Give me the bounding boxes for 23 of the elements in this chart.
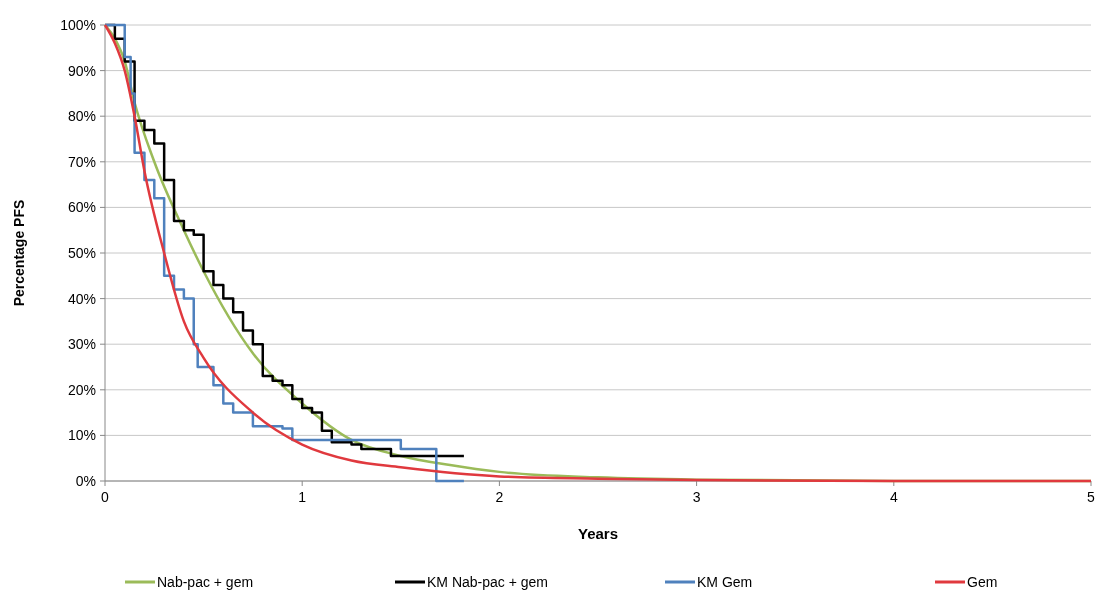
legend-label: KM Nab-pac + gem (427, 574, 548, 590)
y-tick-label: 10% (67, 427, 96, 444)
legend-label: KM Gem (697, 574, 753, 590)
x-tick-label: 0 (101, 489, 110, 505)
y-tick-label: 90% (67, 62, 96, 79)
x-tick-label: 3 (692, 489, 701, 505)
y-tick-label: 60% (67, 199, 96, 216)
legend-label: Nab-pac + gem (157, 574, 254, 590)
y-tick-label: 30% (67, 336, 96, 353)
x-tick-label: 4 (889, 489, 898, 505)
y-axis-title: Percentage PFS (11, 199, 27, 307)
y-tick-label: 70% (67, 153, 96, 170)
y-tick-label: 20% (67, 381, 96, 398)
x-tick-label: 5 (1087, 489, 1096, 505)
y-tick-label: 40% (67, 290, 96, 307)
y-tick-label: 0% (75, 473, 96, 489)
y-tick-label: 80% (67, 108, 96, 125)
x-axis-title: Years (577, 525, 619, 542)
x-tick-label: 1 (298, 489, 307, 505)
x-tick-label: 2 (495, 489, 504, 505)
legend-label: Gem (967, 574, 998, 590)
y-tick-label: 100% (60, 17, 96, 33)
y-tick-label: 50% (67, 245, 96, 261)
